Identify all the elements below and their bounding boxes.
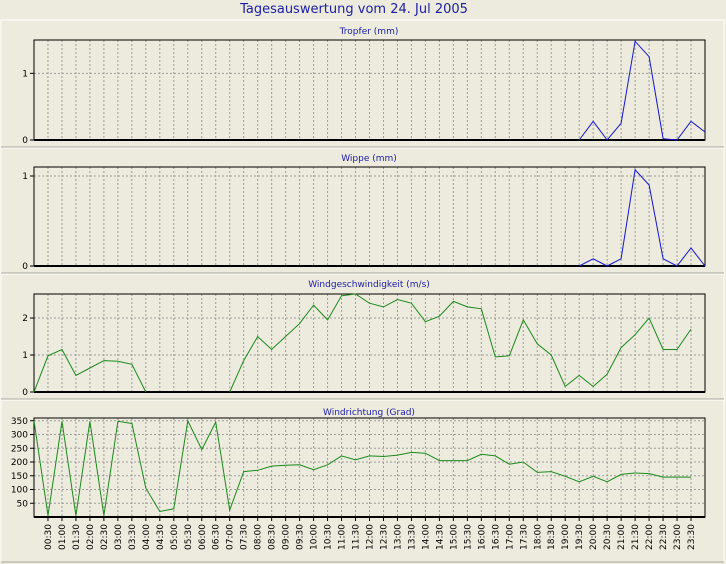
x-tick-label: 18:00 <box>533 524 543 550</box>
chart-panel-2: Windgeschwindigkeit (m/s) 0 1 2 <box>0 273 725 400</box>
x-tick-label: 19:30 <box>575 524 585 550</box>
x-tick-label: 07:00 <box>226 524 236 550</box>
x-tick-label: 06:00 <box>198 524 208 550</box>
x-tick-label: 09:30 <box>296 524 306 550</box>
x-tick-label: 10:30 <box>324 524 334 550</box>
x-tick-label: 22:30 <box>659 524 669 550</box>
x-tick-label: 19:00 <box>561 524 571 550</box>
y-tick-label: 50 <box>17 499 29 509</box>
y-tick-label: 150 <box>11 472 28 482</box>
panel-title: Windrichtung (Grad) <box>323 408 415 418</box>
y-tick-label: 2 <box>22 314 28 324</box>
x-tick-label: 15:00 <box>449 524 459 550</box>
x-tick-label: 14:30 <box>435 524 445 550</box>
x-tick-label: 03:30 <box>128 524 138 550</box>
x-tick-label: 05:30 <box>184 524 194 550</box>
y-tick-label: 1 <box>22 172 28 182</box>
x-tick-label: 15:30 <box>463 524 473 550</box>
time-axis: 00:30 01:00 01:30 02:00 02:30 03:00 03:30 04:00… <box>44 517 697 550</box>
x-tick-label: 20:30 <box>603 524 613 550</box>
x-tick-label: 01:30 <box>72 524 82 550</box>
x-tick-label: 16:30 <box>491 524 501 550</box>
x-tick-label: 14:00 <box>421 524 431 550</box>
x-tick-label: 21:30 <box>631 524 641 550</box>
x-tick-label: 22:00 <box>645 524 655 550</box>
y-tick-label: 350 <box>11 417 28 427</box>
page-title: Tagesauswertung vom 24. Jul 2005 <box>239 2 468 17</box>
x-tick-label: 07:30 <box>240 524 250 550</box>
y-tick-label: 300 <box>11 431 28 441</box>
y-tick-label: 250 <box>11 444 28 454</box>
x-tick-label: 04:00 <box>142 524 152 550</box>
series-line-0 <box>578 40 706 141</box>
x-tick-label: 11:30 <box>352 524 362 550</box>
series-line-1 <box>229 293 692 393</box>
x-tick-label: 20:00 <box>589 524 599 550</box>
series-line-0 <box>33 419 691 516</box>
x-tick-label: 12:30 <box>379 524 389 550</box>
x-tick-label: 13:30 <box>407 524 417 550</box>
panel-title: Tropfer (mm) <box>339 27 399 37</box>
x-tick-label: 05:00 <box>170 524 180 550</box>
x-tick-label: 04:30 <box>156 524 166 550</box>
series-line-0 <box>578 168 706 267</box>
x-tick-label: 12:00 <box>366 524 376 550</box>
x-tick-label: 00:30 <box>44 524 54 550</box>
chart-panel-0: Tropfer (mm) 0 1 <box>0 19 725 148</box>
x-tick-label: 08:30 <box>268 524 278 550</box>
series-line-0 <box>33 348 147 393</box>
x-tick-label: 10:00 <box>310 524 320 550</box>
x-tick-label: 02:00 <box>86 524 96 550</box>
x-tick-label: 08:00 <box>254 524 264 550</box>
x-tick-label: 01:00 <box>58 524 68 550</box>
y-tick-label: 1 <box>22 351 28 361</box>
y-tick-label: 0 <box>22 262 28 272</box>
x-tick-label: 21:00 <box>617 524 627 550</box>
chart-panel-1: Wippe (mm) 0 1 <box>0 147 725 274</box>
y-tick-label: 100 <box>11 486 28 496</box>
x-tick-label: 09:00 <box>282 524 292 550</box>
x-tick-label: 06:30 <box>212 524 222 550</box>
x-tick-label: 02:30 <box>100 524 110 550</box>
y-tick-label: 0 <box>22 388 28 398</box>
x-tick-label: 23:30 <box>687 524 697 550</box>
panel-title: Wippe (mm) <box>341 154 397 164</box>
panel-title: Windgeschwindigkeit (m/s) <box>308 280 430 290</box>
y-tick-label: 0 <box>22 136 28 146</box>
x-tick-label: 17:30 <box>519 524 529 550</box>
x-tick-label: 13:00 <box>393 524 403 550</box>
x-tick-label: 18:30 <box>547 524 557 550</box>
x-tick-label: 23:00 <box>673 524 683 550</box>
y-tick-label: 200 <box>11 458 28 468</box>
x-tick-label: 03:00 <box>114 524 124 550</box>
x-tick-label: 11:00 <box>338 524 348 550</box>
x-tick-label: 17:00 <box>505 524 515 550</box>
y-tick-label: 1 <box>22 69 28 79</box>
x-tick-label: 16:00 <box>477 524 487 550</box>
